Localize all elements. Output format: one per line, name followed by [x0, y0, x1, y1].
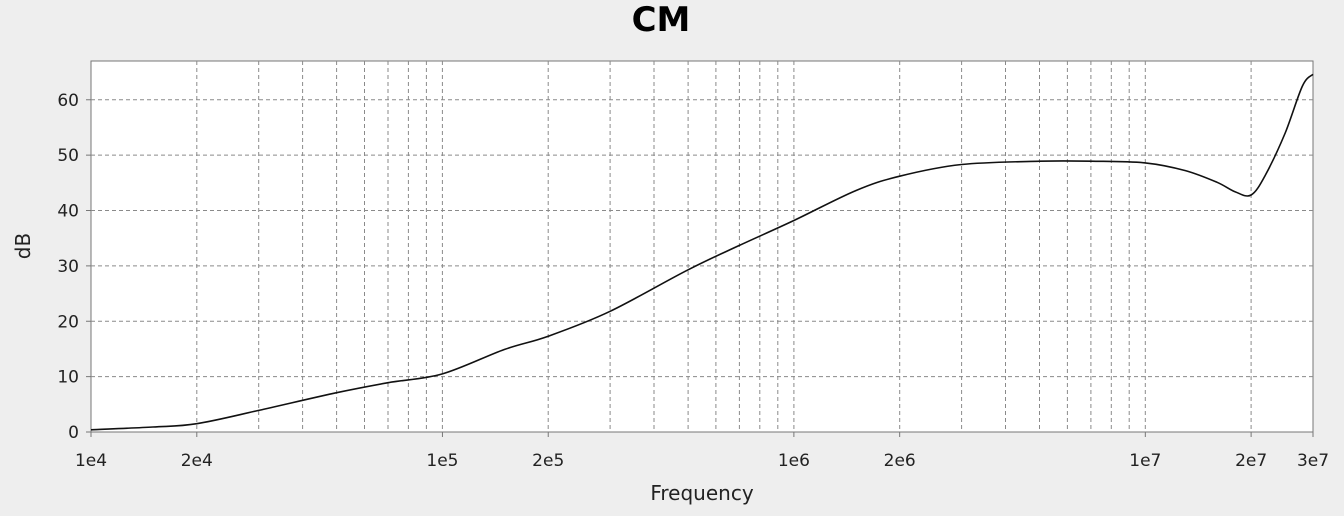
x-tick-label: 1e4 [75, 451, 107, 471]
plot-area [90, 60, 1314, 433]
y-tick-label: 60 [57, 91, 79, 111]
y-tick-label: 20 [57, 312, 79, 332]
x-tick-label: 2e5 [532, 451, 564, 471]
y-tick-label: 40 [57, 202, 79, 222]
axis-ticks: 1e4 2e4 1e5 2e5 1e6 2e6 1e7 2e7 3e7 0 10 20 30 40 50 60 [57, 91, 1329, 471]
x-tick-label: 1e6 [778, 451, 810, 471]
x-tick-label: 1e5 [426, 451, 458, 471]
x-axis-label: Frequency [650, 481, 753, 505]
y-axis-label: dB [11, 233, 35, 259]
x-tick-label: 1e7 [1129, 451, 1161, 471]
y-tick-label: 10 [57, 368, 79, 388]
y-tick-label: 50 [57, 146, 79, 166]
x-tick-label: 2e7 [1235, 451, 1267, 471]
x-tick-label: 2e6 [884, 451, 916, 471]
y-tick-label: 0 [68, 423, 79, 443]
series-layer [90, 73, 1314, 431]
y-tick-label: 30 [57, 257, 79, 277]
series-line [90, 73, 1314, 431]
grid-lines [91, 61, 1313, 432]
x-tick-label: 3e7 [1297, 451, 1329, 471]
x-tick-label: 2e4 [181, 451, 213, 471]
chart-title: CM [632, 0, 691, 40]
